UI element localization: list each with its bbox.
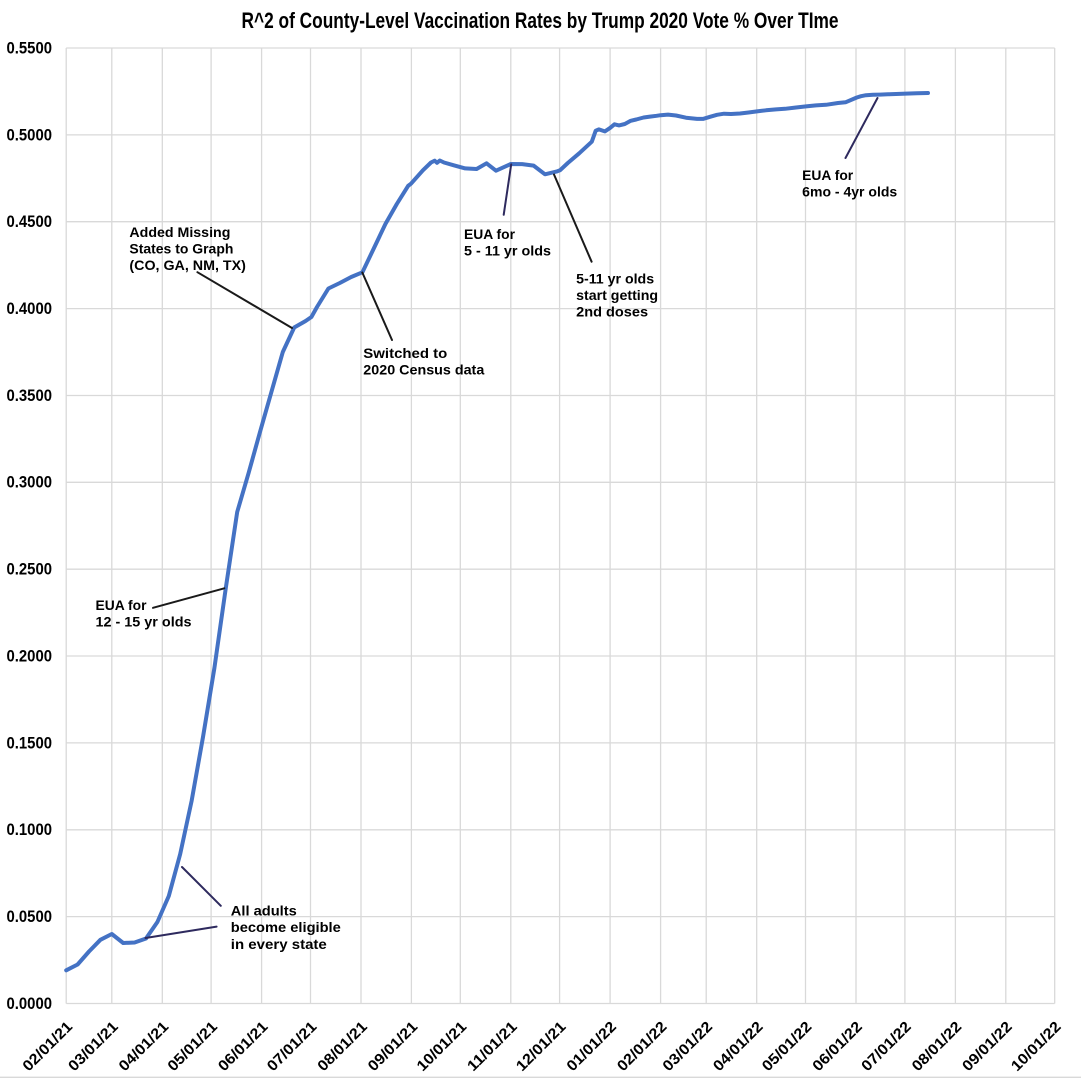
- svg-text:0.0000: 0.0000: [7, 994, 53, 1013]
- svg-text:0.1500: 0.1500: [7, 733, 53, 752]
- svg-text:start getting: start getting: [576, 288, 658, 303]
- svg-text:States to Graph: States to Graph: [129, 242, 233, 257]
- svg-text:0.3500: 0.3500: [7, 386, 53, 405]
- svg-text:in every state: in every state: [231, 937, 328, 952]
- svg-text:EUA for: EUA for: [96, 598, 148, 613]
- svg-text:12 - 15 yr olds: 12 - 15 yr olds: [96, 615, 192, 630]
- svg-text:R^2 of County-Level Vaccinatio: R^2 of County-Level Vaccination Rates by…: [242, 8, 839, 33]
- svg-text:0.2000: 0.2000: [7, 646, 53, 665]
- svg-text:become eligible: become eligible: [231, 920, 342, 935]
- svg-text:5-11 yr olds: 5-11 yr olds: [576, 271, 654, 286]
- svg-text:0.2500: 0.2500: [7, 560, 53, 579]
- svg-text:2020 Census data: 2020 Census data: [363, 363, 485, 378]
- svg-text:0.1000: 0.1000: [7, 820, 53, 839]
- svg-text:Switched to: Switched to: [363, 346, 447, 361]
- svg-text:0.5000: 0.5000: [7, 125, 53, 144]
- svg-text:EUA for: EUA for: [464, 227, 516, 242]
- svg-text:Added Missing: Added Missing: [129, 225, 230, 240]
- svg-text:All adults: All adults: [231, 904, 297, 919]
- svg-text:2nd doses: 2nd doses: [576, 305, 648, 320]
- svg-text:5 - 11 yr olds: 5 - 11 yr olds: [464, 243, 551, 258]
- svg-text:6mo - 4yr olds: 6mo - 4yr olds: [802, 185, 897, 200]
- svg-text:0.3000: 0.3000: [7, 473, 53, 492]
- svg-text:0.5500: 0.5500: [7, 38, 53, 57]
- svg-text:(CO, GA, NM, TX): (CO, GA, NM, TX): [129, 258, 246, 273]
- svg-text:0.0500: 0.0500: [7, 907, 53, 926]
- svg-text:0.4500: 0.4500: [7, 212, 53, 231]
- svg-text:0.4000: 0.4000: [7, 299, 53, 318]
- svg-text:EUA for: EUA for: [802, 168, 854, 183]
